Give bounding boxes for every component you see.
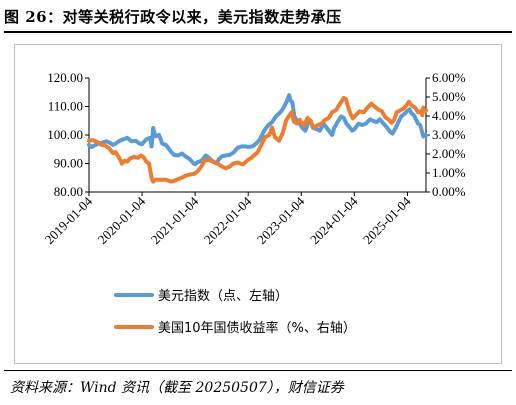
chart-frame — [14, 44, 502, 364]
x-tick-label: 2019-01-04 — [42, 193, 96, 247]
y-right-tick-label: 5.00% — [432, 89, 466, 104]
y-right-tick-label: 6.00% — [432, 70, 466, 85]
y-left-tick-label: 80.00 — [54, 184, 83, 199]
y-right-tick-label: 0.00% — [432, 184, 466, 199]
legend-label-dxy: 美元指数（点、左轴） — [158, 289, 288, 304]
y-right-tick-label: 1.00% — [432, 165, 466, 180]
x-tick-label: 2023-01-04 — [254, 193, 308, 247]
y-left-tick-label: 100.00 — [47, 127, 83, 142]
source-note: 资料来源：Wind 资讯（截至 20250507），财信证券 — [10, 380, 344, 396]
y-right-tick-label: 3.00% — [432, 127, 466, 142]
y-left-tick-label: 110.00 — [48, 99, 83, 114]
chart-series — [87, 93, 428, 184]
chart-tick-labels: 80.00 90.00 100.00 110.00 120.00 0.00% 1.00% 2.… — [42, 70, 466, 247]
series-us10y-line — [87, 95, 428, 184]
x-tick-label: 2024-01-04 — [307, 193, 361, 247]
y-left-tick-label: 90.00 — [54, 156, 83, 171]
y-right-tick-label: 2.00% — [432, 146, 466, 161]
legend-label-us10y: 美国10年国债收益率（%、右轴） — [158, 320, 356, 336]
title-rule — [4, 31, 512, 33]
chart-legend: 美元指数（点、左轴） 美国10年国债收益率（%、右轴） — [114, 289, 356, 336]
x-tick-label: 2020-01-04 — [95, 193, 149, 247]
source-rule — [4, 370, 512, 371]
y-right-tick-label: 4.00% — [432, 108, 466, 123]
line-chart: 80.00 90.00 100.00 110.00 120.00 0.00% 1.00% 2.… — [42, 70, 466, 336]
figure-title: 图 26：对等关税行政令以来，美元指数走势承压 — [4, 8, 342, 26]
y-left-tick-label: 120.00 — [47, 70, 83, 85]
x-tick-label: 2022-01-04 — [201, 193, 255, 247]
chart-axes — [85, 77, 430, 196]
series-dxy-line — [87, 93, 428, 167]
x-tick-label: 2021-01-04 — [148, 193, 202, 247]
x-tick-label: 2025-01-04 — [360, 193, 414, 247]
